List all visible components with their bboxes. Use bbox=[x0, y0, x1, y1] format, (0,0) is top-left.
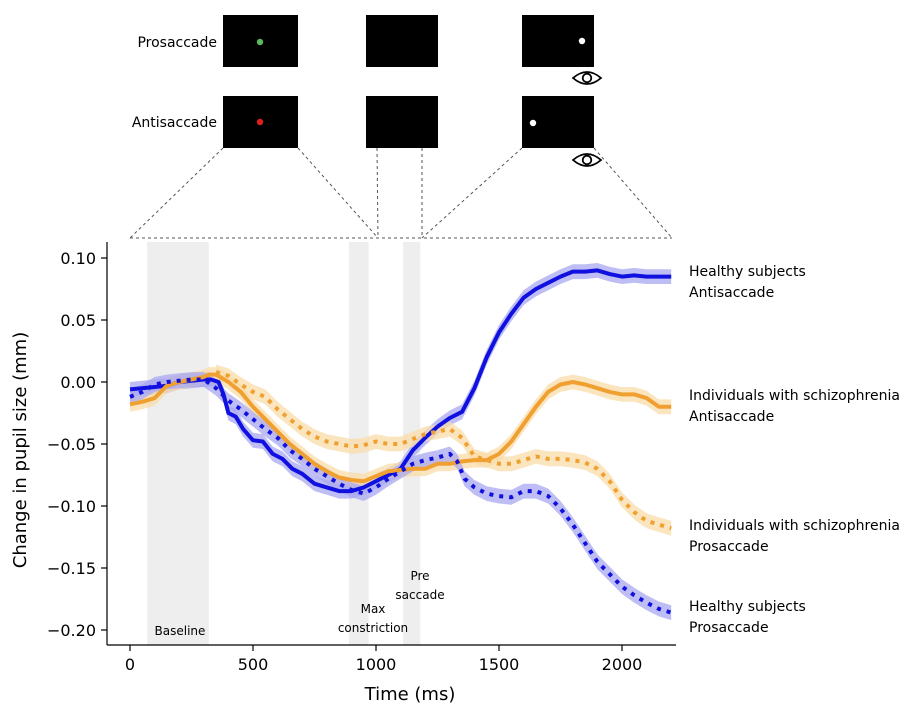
series-label-1: Healthy subjects bbox=[689, 264, 806, 280]
y-tick-label: −0.05 bbox=[47, 435, 96, 454]
region-label-2: Max bbox=[361, 602, 386, 616]
x-tick-label: 1500 bbox=[479, 655, 520, 674]
series-label-2: Antisaccade bbox=[689, 409, 774, 425]
series-band-1 bbox=[130, 263, 672, 499]
series-band-4 bbox=[130, 372, 672, 621]
connector-lines bbox=[129, 147, 673, 239]
x-axis-label: Time (ms) bbox=[364, 684, 456, 705]
region-label-1: Baseline bbox=[155, 624, 206, 638]
series-line-2 bbox=[129, 372, 672, 484]
series-label-4: Prosaccade bbox=[689, 620, 769, 636]
antisaccade-blank-screen bbox=[366, 96, 438, 148]
shaded-region-1 bbox=[147, 242, 209, 645]
y-tick-label: 0.10 bbox=[60, 249, 96, 268]
y-tick-label: 0.00 bbox=[60, 373, 96, 392]
region-label-3: saccade bbox=[395, 588, 444, 602]
y-axis-label: Change in pupil size (mm) bbox=[10, 332, 31, 569]
prosaccade-label: Prosaccade bbox=[137, 35, 217, 51]
x-tick-label: 0 bbox=[125, 655, 135, 674]
x-tick-label: 2000 bbox=[602, 655, 643, 674]
antisaccade-label: Antisaccade bbox=[132, 115, 217, 131]
eye-icon bbox=[571, 153, 603, 167]
series-line-1 bbox=[129, 268, 672, 494]
prosaccade-green-cue bbox=[256, 38, 264, 46]
prosaccade-target-dot bbox=[578, 37, 586, 45]
series-label-3: Individuals with schizophrenia bbox=[689, 518, 900, 534]
x-tick-label: 500 bbox=[238, 655, 269, 674]
region-label-2: constriction bbox=[338, 621, 408, 635]
series-label-3: Prosaccade bbox=[689, 539, 769, 555]
prosaccade-blank-screen bbox=[366, 15, 438, 67]
series-lines bbox=[129, 268, 672, 615]
eye-icon bbox=[571, 71, 603, 85]
x-ticks: 0 500 1000 1500 2000 bbox=[125, 645, 642, 674]
confidence-bands bbox=[130, 263, 672, 621]
series-label-1: Antisaccade bbox=[689, 285, 774, 301]
series-line-3 bbox=[215, 370, 672, 531]
pupil-size-chart: 0 500 1000 1500 2000 0.10 0.05 0.00 −0.05 −0.10 −… bbox=[10, 242, 900, 705]
y-tick-label: −0.10 bbox=[47, 497, 96, 516]
antisaccade-target-dot bbox=[529, 119, 537, 127]
antisaccade-red-cue bbox=[256, 118, 264, 126]
series-labels: Healthy subjects Antisaccade Individuals w… bbox=[689, 264, 900, 636]
series-label-2: Individuals with schizophrenia bbox=[689, 388, 900, 404]
stimulus-panels: Prosaccade Antisaccade bbox=[129, 15, 673, 239]
y-ticks: 0.10 0.05 0.00 −0.05 −0.10 −0.15 −0.20 bbox=[47, 249, 107, 640]
y-tick-label: 0.05 bbox=[60, 311, 96, 330]
region-label-3: Pre bbox=[410, 569, 429, 583]
y-tick-label: −0.20 bbox=[47, 621, 96, 640]
region-labels: Baseline Max constriction Pre saccade bbox=[155, 569, 445, 638]
y-tick-label: −0.15 bbox=[47, 559, 96, 578]
x-tick-label: 1000 bbox=[356, 655, 397, 674]
series-label-4: Healthy subjects bbox=[689, 599, 806, 615]
series-line-4 bbox=[129, 377, 672, 615]
